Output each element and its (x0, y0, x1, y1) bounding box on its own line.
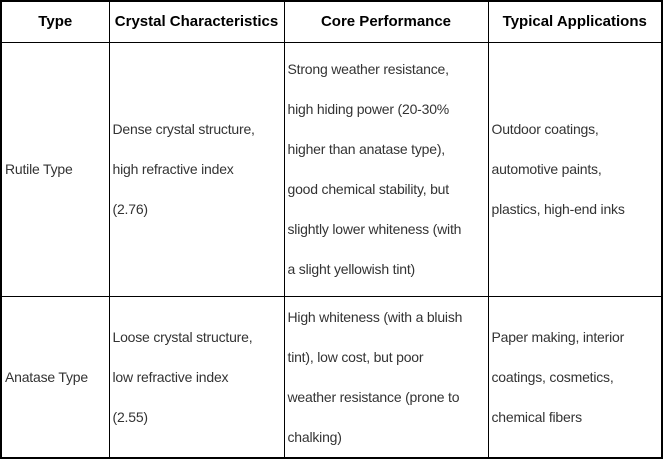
cell-anatase-type: Anatase Type (0, 295, 110, 458)
cell-rutile-performance: Strong weather resistance, high hiding p… (283, 41, 489, 297)
cell-anatase-performance: High whiteness (with a bluish tint), low… (283, 295, 489, 458)
cell-anatase-applications: Paper making, interior coatings, cosmeti… (487, 295, 663, 458)
cell-rutile-type: Rutile Type (0, 41, 110, 297)
cell-rutile-applications: Outdoor coatings, automotive paints, pla… (487, 41, 663, 297)
table-header-row: Type Crystal Characteristics Core Perfor… (0, 0, 663, 43)
header-cell-core-performance: Core Performance (283, 0, 489, 43)
table-row-anatase: Anatase Type Loose crystal structure, lo… (0, 295, 663, 458)
header-cell-crystal-characteristics: Crystal Characteristics (108, 0, 285, 43)
cell-anatase-crystal: Loose crystal structure, low refractive … (108, 295, 285, 458)
header-cell-type: Type (0, 0, 110, 43)
header-cell-typical-applications: Typical Applications (487, 0, 663, 43)
cell-rutile-crystal: Dense crystal structure, high refractive… (108, 41, 285, 297)
table-row-rutile: Rutile Type Dense crystal structure, hig… (0, 41, 663, 297)
